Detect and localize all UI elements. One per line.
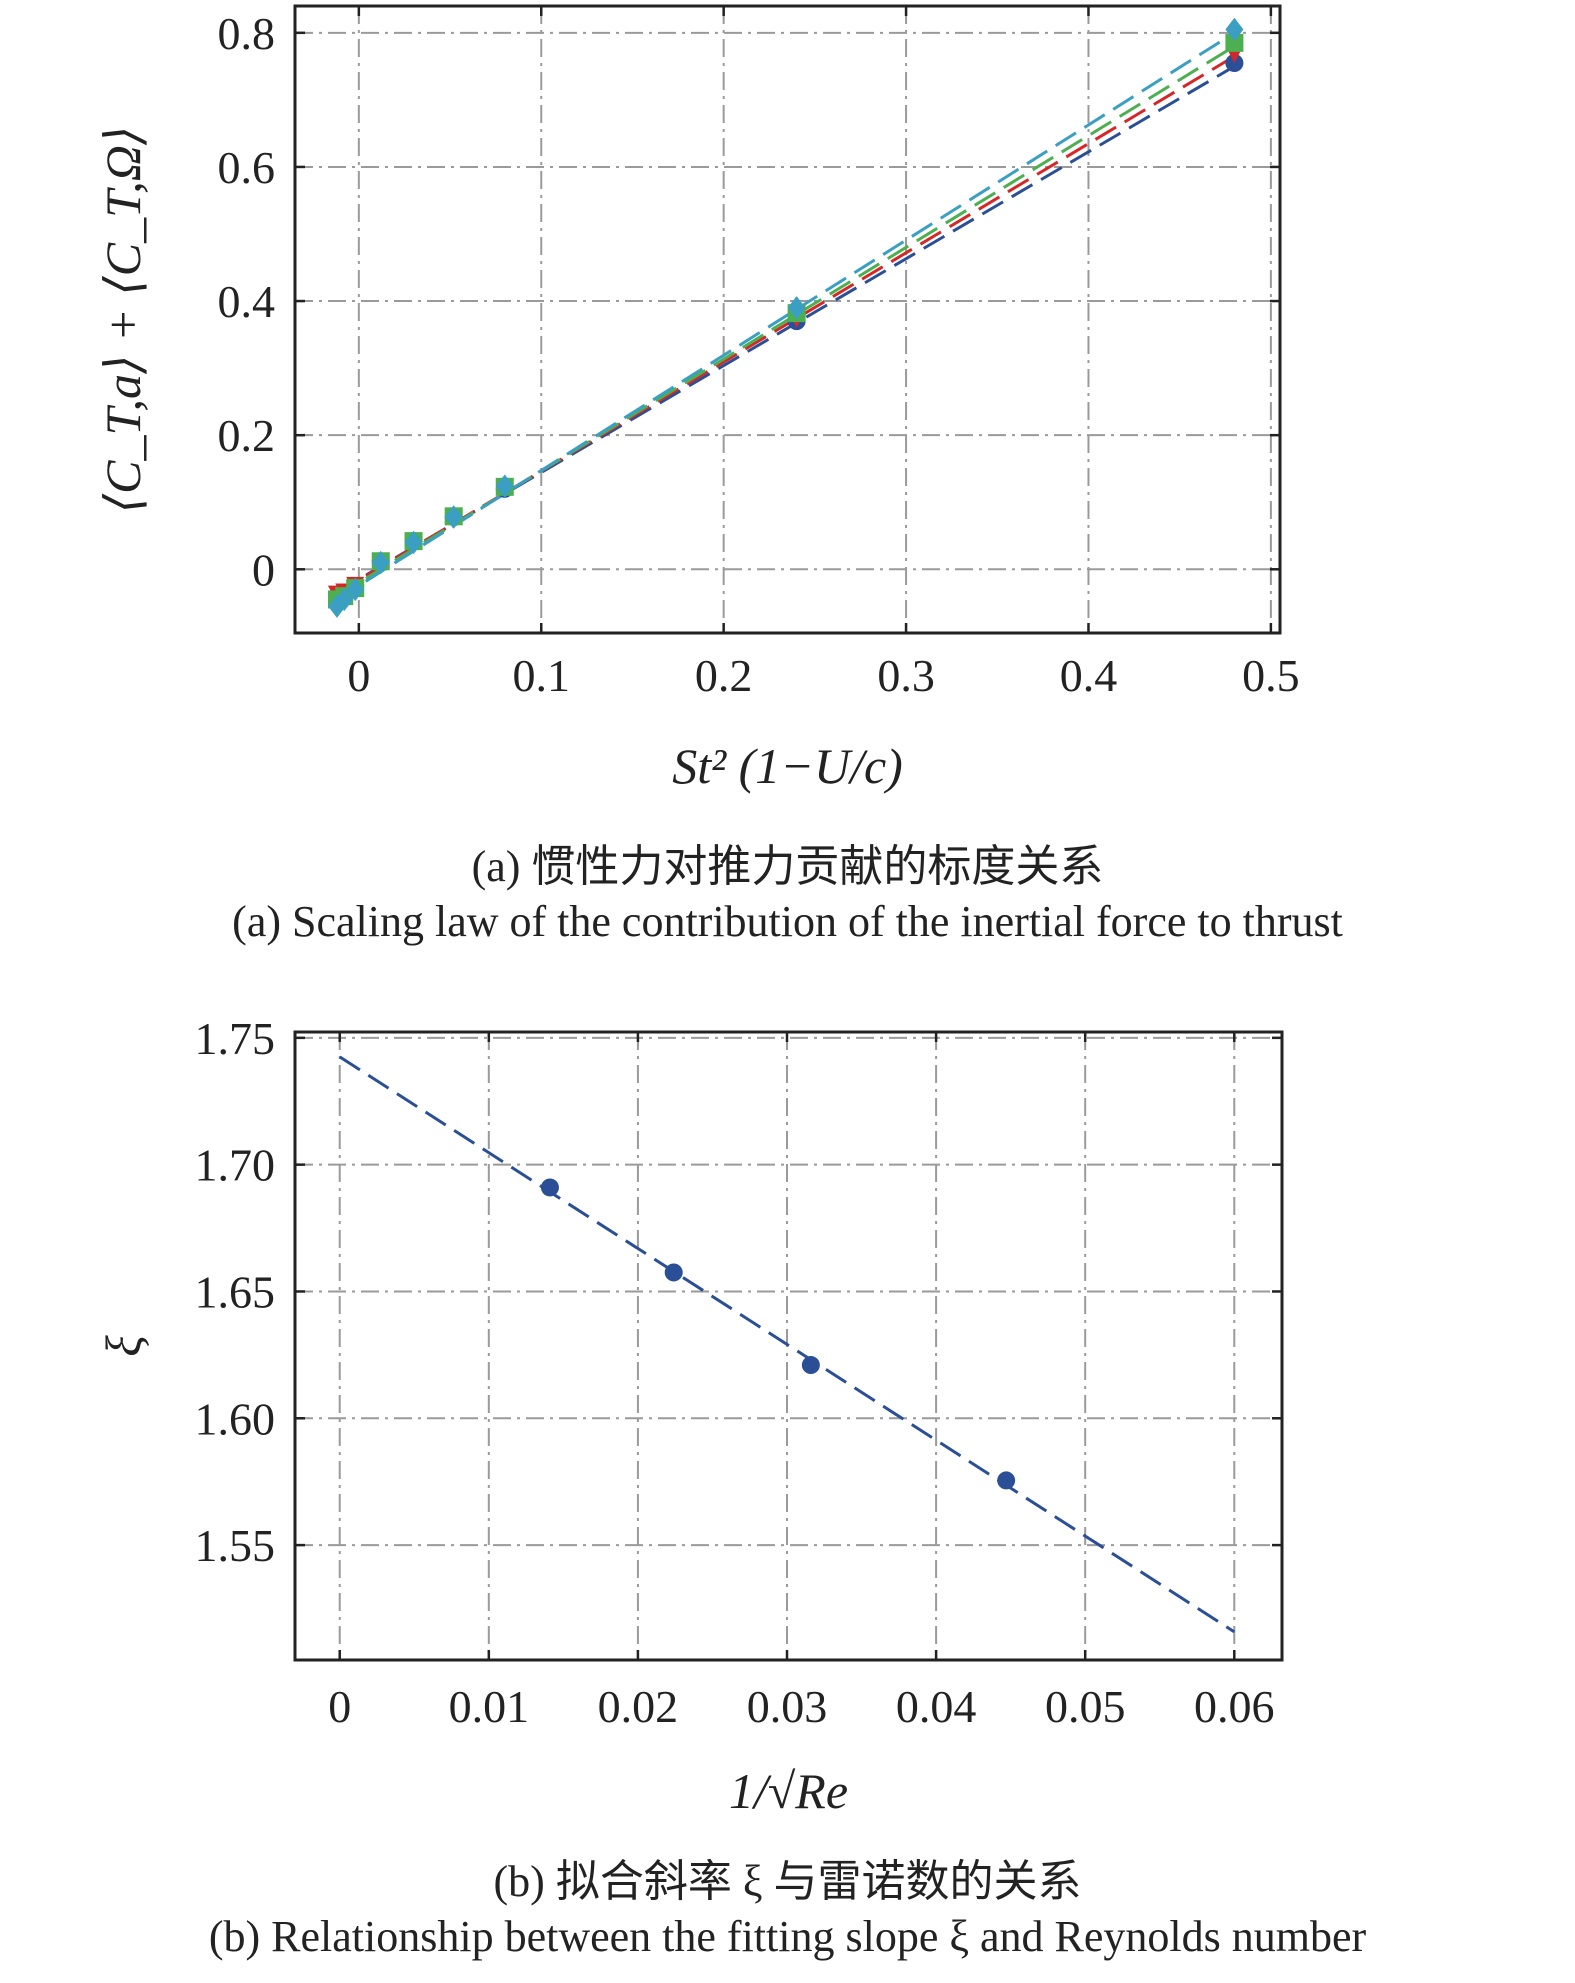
x-tick-label: 0.06 [1194, 1681, 1275, 1732]
y-tick-label: 1.60 [195, 1393, 276, 1444]
caption-a-zh: (a) 惯性力对推力贡献的标度关系 [471, 842, 1104, 891]
data-point [540, 1178, 559, 1197]
y-tick-label: 0.2 [218, 410, 276, 461]
y-tick-label: 0.6 [218, 142, 276, 193]
data-point [664, 1263, 683, 1282]
x-tick-label: 0.2 [695, 650, 753, 701]
x-axis-label: 1/√Re [729, 1763, 848, 1819]
chart-a: 0 0.1 0.2 0.3 0.4 0.5 0 0.2 0.4 0.6 0.8 St² (1−U/c)… [95, 4, 1300, 794]
data-point [1225, 17, 1244, 42]
x-tick-label: 0.02 [598, 1681, 679, 1732]
x-tick-label: 0.03 [747, 1681, 828, 1732]
y-tick-label: 1.65 [195, 1266, 276, 1317]
grid [295, 6, 1280, 633]
y-axis-label: ξ [95, 1335, 151, 1357]
y-tick-label: 0.4 [218, 276, 276, 327]
data-point [444, 505, 463, 529]
x-tick-label: 0 [328, 1681, 351, 1732]
figure-a: 0 0.1 0.2 0.3 0.4 0.5 0 0.2 0.4 0.6 0.8 St² (1−U/c)… [0, 0, 1575, 970]
y-tick-label: 1.55 [195, 1520, 276, 1571]
x-tick-label: 0.1 [513, 650, 571, 701]
x-axis-label: St² (1−U/c) [672, 738, 903, 794]
x-tick-label: 0.05 [1045, 1681, 1126, 1732]
plot-frame [293, 4, 1282, 635]
series-1 [540, 1178, 1016, 1490]
y-tick-label: 1.75 [195, 1013, 276, 1064]
x-tick-label: 0 [347, 650, 370, 701]
chart-b: 0 0.01 0.02 0.03 0.04 0.05 0.06 1.55 1.60 1.65 1.7… [95, 1013, 1284, 1819]
y-tick-label: 1.70 [195, 1140, 276, 1191]
caption-b-en: (b) Relationship between the fitting slo… [208, 1912, 1367, 1961]
x-tick-label: 0.01 [449, 1681, 530, 1732]
y-tick-label: 0 [252, 544, 275, 595]
data-point [335, 587, 354, 612]
fit-line-1 [338, 1055, 1236, 1634]
caption-a-en: (a) Scaling law of the contribution of t… [232, 897, 1343, 946]
fit-line-4 [336, 31, 1236, 601]
data-point [997, 1471, 1016, 1490]
data-point [495, 474, 514, 498]
x-tick-label: 0.04 [896, 1681, 977, 1732]
y-tick-label: 0.8 [218, 8, 276, 59]
data-point [1225, 54, 1244, 72]
y-axis-label: ⟨C_T,a⟩ + ⟨C_T,Ω⟩ [95, 126, 151, 514]
caption-b-zh: (b) 拟合斜率 ξ 与雷诺数的关系 [493, 1857, 1082, 1906]
data-point [1225, 33, 1244, 52]
data-point [404, 530, 423, 555]
figure-b: 0 0.01 0.02 0.03 0.04 0.05 0.06 1.55 1.60 1.65 1.7… [0, 990, 1575, 1983]
data-point [371, 550, 390, 575]
x-tick-label: 0.5 [1242, 650, 1300, 701]
x-tick-label: 0.4 [1060, 650, 1118, 701]
data-point [787, 296, 806, 320]
data-point [327, 594, 346, 618]
series-4 [327, 17, 1244, 618]
data-point [801, 1356, 820, 1375]
plot-frame [293, 1030, 1284, 1662]
data-point [346, 577, 365, 602]
x-tick-label: 0.3 [877, 650, 935, 701]
